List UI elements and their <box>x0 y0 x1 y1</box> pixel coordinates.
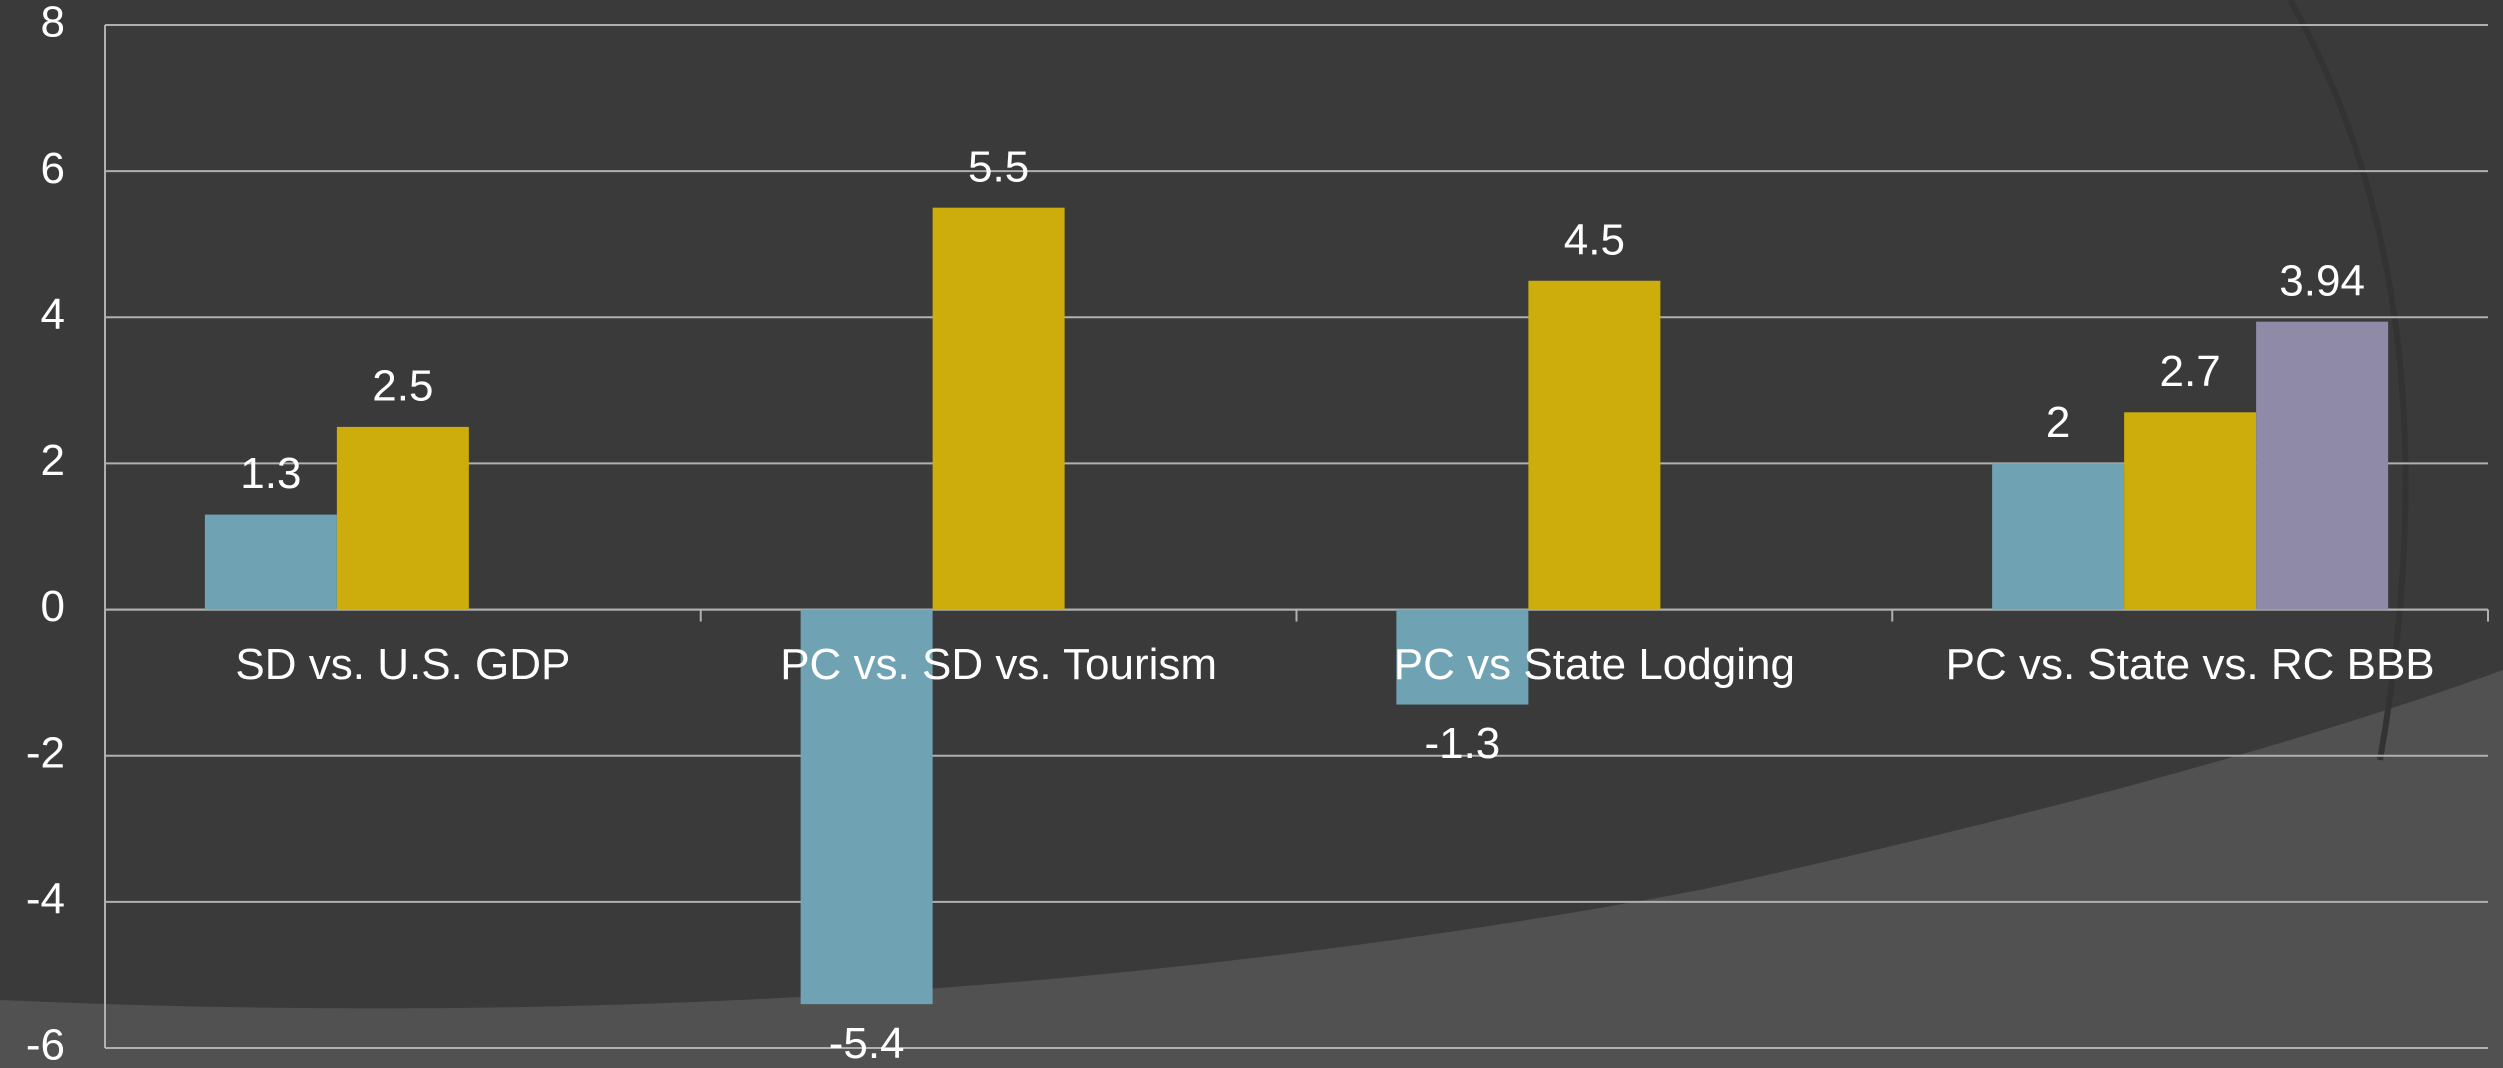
bar <box>932 207 1065 610</box>
data-label: 2 <box>2046 398 2070 447</box>
bar <box>1992 463 2125 610</box>
data-label: 4.5 <box>1564 215 1625 264</box>
y-tick-label: 0 <box>41 582 65 631</box>
x-tick-label: PC vs. State vs. RC BBB <box>1946 640 2435 689</box>
y-tick-label: -2 <box>26 728 65 777</box>
data-label: 3.94 <box>2279 256 2365 305</box>
data-label: 1.3 <box>240 449 301 498</box>
x-tick-label: PC vs. SD vs. Tourism <box>780 640 1217 689</box>
x-tick-label: PC vs State Lodging <box>1394 640 1795 689</box>
y-tick-label: 8 <box>41 0 65 47</box>
bar <box>1528 280 1661 610</box>
decor-arc <box>2287 0 2409 761</box>
bar <box>2256 321 2389 610</box>
y-tick-label: 2 <box>41 436 65 485</box>
y-tick-label: -6 <box>26 1021 65 1068</box>
decor-shape <box>0 670 2503 1068</box>
bar <box>204 514 337 610</box>
bar <box>1396 609 1529 705</box>
plot-area: -6 -4 -2 0 2 4 6 8 1.3 2.5 SD vs. U.S. GDP -5.4 5.5 P… <box>26 0 2489 1068</box>
data-label: -1.3 <box>1424 719 1500 768</box>
data-label: 2.5 <box>372 362 433 411</box>
bar <box>2124 412 2257 610</box>
data-label: 2.7 <box>2160 347 2221 396</box>
y-tick-label: -4 <box>26 874 65 923</box>
bar <box>800 609 933 1005</box>
x-tick-label: SD vs. U.S. GDP <box>235 640 570 689</box>
bar <box>336 426 469 610</box>
data-label: 5.5 <box>968 142 1029 191</box>
y-tick-label: 6 <box>41 144 65 193</box>
y-tick-label: 4 <box>41 290 65 339</box>
data-label: -5.4 <box>829 1019 905 1068</box>
